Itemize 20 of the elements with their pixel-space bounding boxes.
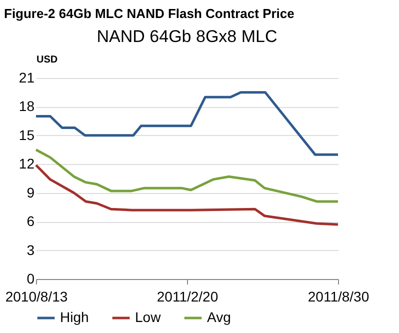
y-tick-label: 0	[26, 270, 35, 286]
legend-label: Avg	[207, 309, 231, 325]
chart-title: NAND 64Gb 8Gx8 MLC	[96, 27, 278, 46]
chart-subtitle: Figure-2 64Gb MLC NAND Flash Contract Price	[3, 5, 296, 23]
legend-label: Low	[135, 309, 162, 325]
y-tick-label: 6	[26, 213, 35, 230]
x-tick-label: 2011/2/20	[156, 288, 218, 304]
y-axis-title: USD	[36, 54, 58, 66]
x-tick-label: 2011/8/30	[308, 288, 370, 304]
y-tick-label: 15	[18, 126, 35, 143]
line-series	[34, 164, 340, 226]
y-tick-label: 9	[26, 184, 35, 200]
y-tick-label: 12	[18, 156, 35, 172]
line-series	[34, 91, 340, 156]
y-tick-label: 18	[18, 98, 35, 114]
y-tick-label: 21	[18, 70, 35, 86]
x-tick-label: 2010/8/13	[5, 288, 68, 304]
legend-label: High	[60, 309, 89, 325]
line-series	[34, 148, 340, 203]
y-tick-label: 3	[26, 242, 35, 258]
